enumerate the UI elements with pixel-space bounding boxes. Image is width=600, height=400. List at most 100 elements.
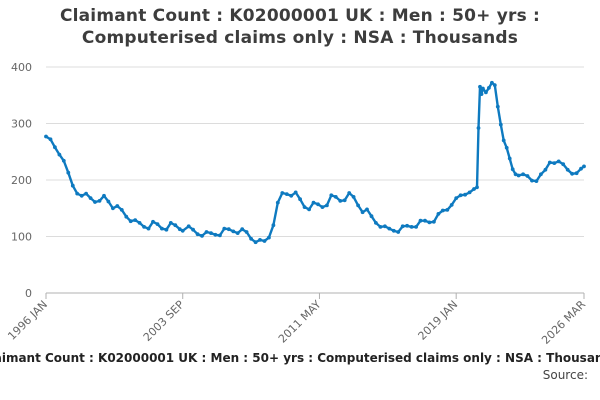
- data-point: [436, 212, 441, 216]
- data-point: [570, 171, 574, 176]
- data-point: [316, 202, 320, 207]
- data-point: [556, 159, 561, 164]
- data-point: [492, 83, 497, 87]
- data-point: [70, 183, 75, 188]
- chart-title-line-2: Computerised claims only : NSA : Thousan…: [81, 28, 519, 48]
- data-point: [498, 122, 503, 127]
- data-point: [516, 173, 521, 178]
- y-tick-label: 0: [25, 287, 32, 300]
- data-point: [481, 86, 485, 91]
- data-point: [565, 167, 570, 172]
- data-point: [61, 158, 66, 163]
- data-point: [44, 134, 48, 139]
- data-point: [191, 227, 196, 232]
- data-point: [102, 193, 106, 198]
- data-point: [440, 208, 445, 213]
- data-point: [405, 223, 409, 228]
- data-point: [111, 206, 115, 211]
- data-point: [146, 226, 151, 231]
- data-point: [484, 90, 488, 95]
- data-point: [495, 104, 500, 109]
- data-point: [391, 228, 396, 233]
- data-point: [342, 198, 347, 203]
- data-point: [504, 145, 509, 150]
- data-point: [458, 193, 463, 198]
- data-point: [338, 199, 343, 203]
- data-point: [88, 196, 93, 201]
- data-point: [510, 167, 515, 172]
- data-point: [329, 193, 334, 198]
- data-point: [579, 166, 583, 171]
- x-tick-label: 2011 MAY: [276, 298, 324, 346]
- data-point: [195, 232, 200, 237]
- data-point: [280, 191, 285, 195]
- data-point: [235, 231, 240, 236]
- data-point: [463, 192, 467, 197]
- y-tick-label: 300: [11, 118, 32, 131]
- data-point: [93, 200, 97, 204]
- data-point: [222, 226, 227, 231]
- data-point: [124, 214, 129, 219]
- data-point: [200, 234, 204, 238]
- data-point: [539, 172, 543, 177]
- data-point: [365, 207, 369, 212]
- data-point: [432, 219, 436, 224]
- data-point: [48, 137, 53, 142]
- data-point: [218, 233, 222, 238]
- data-point: [213, 232, 218, 237]
- data-point: [534, 179, 539, 184]
- data-point: [298, 197, 302, 202]
- data-point: [151, 219, 155, 224]
- data-point: [445, 208, 450, 212]
- y-tick-label: 400: [11, 61, 32, 74]
- data-point: [137, 221, 142, 225]
- data-point: [204, 230, 209, 234]
- data-point: [302, 205, 307, 210]
- data-point: [351, 195, 356, 199]
- data-point: [487, 86, 491, 90]
- data-point: [307, 207, 311, 212]
- data-point: [333, 195, 338, 199]
- data-point: [115, 204, 120, 208]
- data-point: [513, 172, 518, 177]
- data-point: [142, 225, 147, 229]
- data-point: [267, 235, 271, 240]
- data-point: [57, 152, 62, 157]
- data-point: [574, 171, 579, 176]
- chart-title-line-1: Claimant Count : K02000001 UK : Men : 50…: [59, 6, 541, 26]
- data-point: [525, 174, 530, 178]
- data-point: [226, 227, 231, 232]
- data-point: [475, 185, 479, 190]
- data-point: [133, 218, 138, 223]
- data-point: [271, 223, 276, 228]
- data-point: [582, 164, 586, 169]
- data-point: [347, 191, 352, 195]
- data-point: [507, 156, 512, 161]
- x-tick-label: 2026 MAR: [539, 298, 588, 347]
- data-point: [543, 167, 548, 172]
- data-point: [84, 191, 88, 196]
- data-point: [244, 230, 249, 234]
- data-point: [478, 84, 482, 89]
- data-point: [547, 160, 552, 165]
- footer-chart-title: Claimant Count : K02000001 UK : Men : 50…: [0, 351, 600, 365]
- data-point: [168, 221, 173, 225]
- data-point: [186, 224, 191, 229]
- line-chart: 0 100 200 300 400 1996 JAN 2003 SEP 2011 MAY 201…: [5, 61, 588, 347]
- data-point: [173, 223, 178, 228]
- data-point: [97, 199, 102, 203]
- data-point: [119, 208, 124, 212]
- data-point: [467, 190, 472, 195]
- data-point: [320, 205, 325, 210]
- data-point: [374, 221, 378, 225]
- x-tick-label: 2003 SEP: [141, 298, 187, 344]
- data-point: [289, 193, 294, 198]
- data-point: [360, 210, 365, 215]
- data-point: [530, 178, 534, 183]
- data-point: [378, 225, 383, 229]
- data-point: [128, 219, 133, 224]
- data-point: [561, 162, 566, 167]
- data-point: [155, 222, 160, 227]
- data-point: [387, 226, 392, 231]
- data-point: [325, 203, 329, 208]
